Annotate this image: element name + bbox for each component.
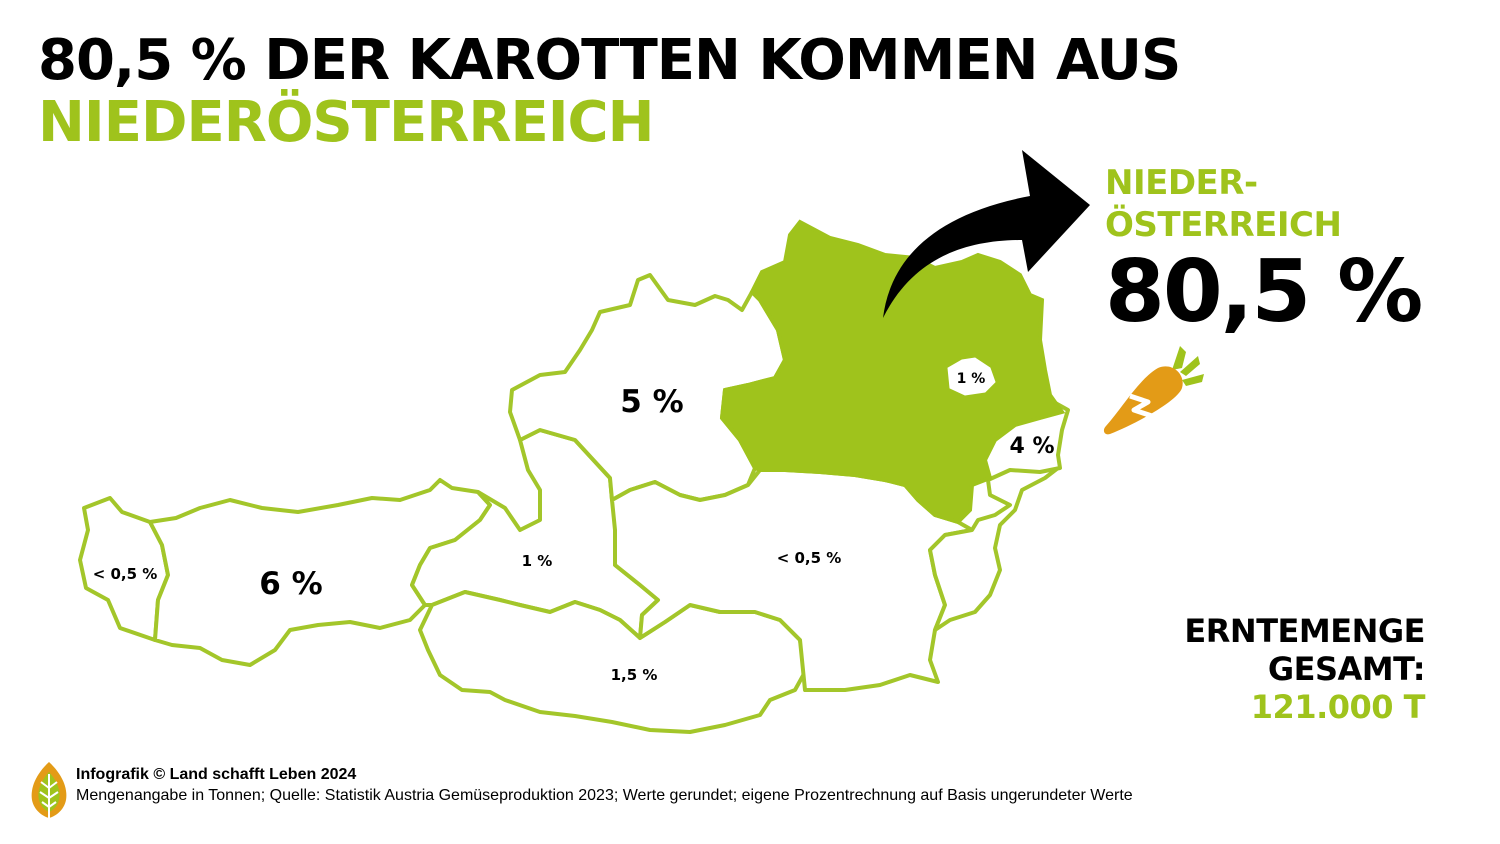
region-burgenland (928, 398, 1070, 632)
highlight-callout: NIEDER- ÖSTERREICH 80,5 % (1105, 162, 1423, 342)
label-wien: 1 % (957, 371, 986, 387)
region-wien (947, 357, 996, 396)
highlight-name-line-1: NIEDER- (1105, 163, 1258, 203)
label-steiermark: < 0,5 % (777, 549, 842, 567)
harvest-total: ERNTEMENGE GESAMT: 121.000 T (1184, 612, 1425, 726)
label-oberoesterreich: 5 % (620, 384, 683, 420)
footer-source: Mengenangabe in Tonnen; Quelle: Statisti… (76, 787, 1133, 804)
curved-arrow-icon (883, 150, 1090, 318)
title-line-2: NIEDERÖSTERREICH (38, 90, 655, 155)
label-kaernten: 1,5 % (611, 666, 658, 684)
leaf-logo-icon (31, 762, 67, 818)
label-burgenland: 4 % (1009, 434, 1054, 459)
highlight-share: 80,5 % (1105, 242, 1423, 342)
total-label-line-2: GESAMT: (1267, 650, 1426, 688)
region-niederoesterreich (719, 219, 1066, 525)
label-salzburg: 1 % (522, 552, 553, 570)
carrot-icon (1103, 346, 1204, 435)
label-tirol: 6 % (259, 566, 322, 602)
total-label-line-1: ERNTEMENGE (1184, 612, 1425, 650)
highlight-name-line-2: ÖSTERREICH (1105, 205, 1342, 245)
page-title: 80,5 % DER KAROTTEN KOMMEN AUS NIEDERÖST… (38, 28, 1181, 155)
footer-credit: Infografik © Land schafft Leben 2024 (76, 766, 357, 783)
title-line-1: 80,5 % DER KAROTTEN KOMMEN AUS (38, 28, 1181, 93)
footer: Infografik © Land schafft Leben 2024 Men… (28, 760, 1133, 820)
total-amount: 121.000 T (1250, 688, 1426, 726)
region-kaernten (418, 590, 807, 734)
label-vorarlberg: < 0,5 % (93, 565, 158, 583)
